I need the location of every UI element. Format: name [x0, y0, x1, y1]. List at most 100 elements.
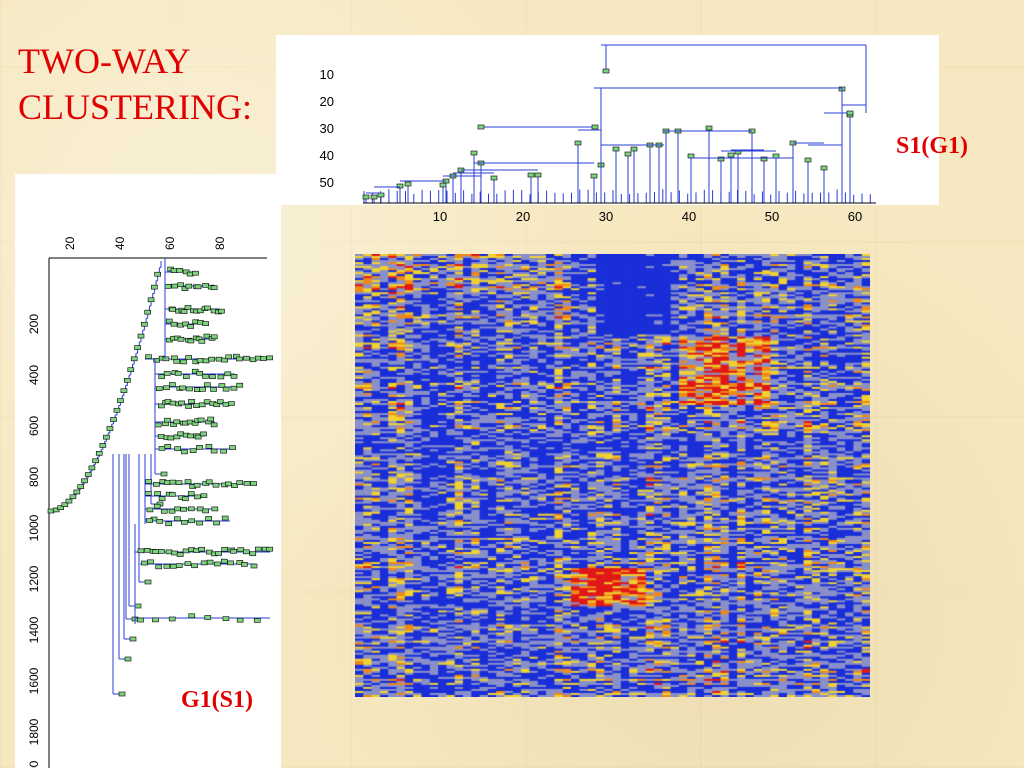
tree-node: [206, 559, 214, 565]
tree-node: [173, 419, 181, 425]
tree-node: [134, 603, 142, 609]
tree-node: [225, 354, 232, 360]
gene-dendrogram: 20 40 60 80 200 400 600 800 1000 1200 14…: [27, 236, 274, 768]
tree-node: [243, 355, 250, 361]
tree-node: [196, 520, 203, 526]
tree-node: [254, 546, 262, 552]
sample-dendrogram-panel: 10 20 30 40 50: [276, 35, 939, 205]
tree-node: [477, 124, 485, 130]
tree-node: [199, 387, 206, 392]
gene-y-tick: 1000: [27, 514, 41, 541]
tree-node: [250, 481, 257, 486]
tree-node: [99, 443, 107, 448]
tree-node: [236, 356, 243, 362]
tree-node: [187, 433, 194, 439]
tree-node: [527, 172, 535, 178]
tree-node: [182, 496, 189, 502]
tree-node: [243, 480, 251, 486]
tree-node: [164, 444, 172, 449]
tree-node: [188, 613, 196, 619]
gene-dendrogram-label: G1(S1): [181, 687, 253, 713]
tree-node: [211, 506, 219, 512]
tree-node: [137, 548, 145, 554]
tree-node: [222, 402, 230, 407]
tree-node: [207, 416, 215, 422]
tree-node: [217, 374, 225, 380]
tree-node: [158, 403, 165, 409]
tree-node: [213, 520, 220, 526]
tree-node: [236, 480, 244, 485]
tree-node: [210, 285, 218, 291]
tree-node: [590, 173, 598, 179]
tree-node: [180, 506, 187, 512]
tree-node: [213, 402, 221, 408]
sample-x-tick: 20: [516, 209, 530, 224]
tree-node: [602, 68, 610, 74]
tree-node: [143, 547, 151, 553]
tree-node: [165, 521, 172, 527]
tree-node: [187, 491, 195, 496]
gene-y-tick: 1800: [27, 718, 41, 745]
tree-node: [187, 506, 195, 512]
tree-node: [169, 382, 176, 387]
tree-node: [490, 175, 498, 181]
tree-node: [176, 552, 184, 557]
tree-node: [165, 549, 173, 555]
tree-node: [174, 446, 181, 451]
tree-node: [230, 548, 237, 554]
tree-node: [205, 444, 213, 449]
tree-node: [181, 449, 188, 455]
tree-node: [184, 305, 192, 310]
tree-node: [250, 563, 258, 569]
tree-node: [230, 374, 238, 379]
tree-node: [362, 194, 370, 200]
gene-x-tick: 20: [63, 236, 77, 250]
tree-node: [164, 284, 172, 289]
tree-node: [174, 516, 181, 522]
tree-node: [202, 321, 210, 326]
tree-node: [194, 284, 202, 290]
tree-node: [196, 445, 203, 450]
tree-node: [203, 399, 211, 404]
tree-node: [173, 359, 181, 364]
gene-y-tick: 2000: [27, 760, 41, 768]
tree-node: [228, 401, 235, 406]
tree-node: [130, 356, 138, 362]
tree-node: [179, 385, 186, 391]
tree-node: [253, 618, 261, 623]
tree-node: [129, 636, 137, 642]
tree-node: [236, 617, 244, 623]
tree-node: [163, 371, 171, 376]
tree-node: [630, 146, 638, 152]
sample-y-tick: 30: [320, 121, 334, 136]
tree-node: [804, 157, 812, 163]
tree-node: [194, 434, 202, 440]
tree-node: [224, 371, 232, 377]
tree-node: [174, 371, 182, 376]
tree-node: [171, 550, 179, 556]
tree-node: [160, 508, 168, 514]
tree-node: [81, 478, 88, 484]
tree-node: [221, 546, 228, 552]
tree-node: [186, 386, 193, 392]
tree-node: [169, 479, 177, 485]
tree-node: [152, 549, 160, 554]
gene-y-tick: 200: [27, 314, 41, 334]
tree-node: [155, 564, 162, 570]
tree-node: [171, 283, 179, 289]
tree-node: [439, 182, 447, 188]
sample-x-tick: 30: [599, 209, 613, 224]
gene-x-tick: 80: [213, 236, 227, 250]
sample-x-tick: 40: [682, 209, 696, 224]
tree-node: [180, 359, 187, 365]
tree-node: [370, 194, 378, 200]
tree-node: [210, 334, 218, 340]
tree-node: [167, 435, 175, 441]
tree-node: [151, 284, 158, 290]
tree-node: [153, 503, 161, 509]
tree-node: [249, 551, 257, 557]
tree-node: [92, 458, 99, 464]
tree-node: [193, 403, 200, 408]
tree-node: [820, 165, 828, 171]
slide-title: TWO-WAY CLUSTERING:: [18, 38, 252, 130]
